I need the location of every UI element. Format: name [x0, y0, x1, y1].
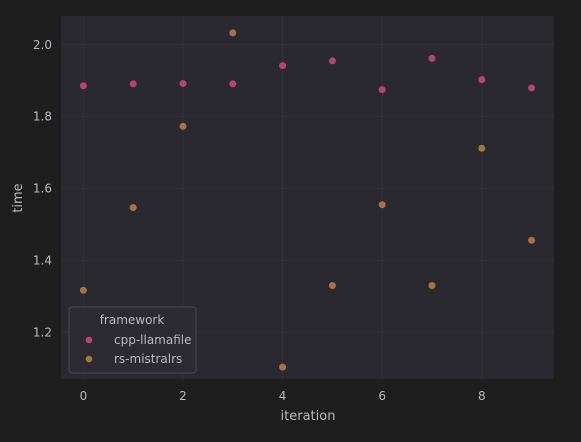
x-tick-labels: 0 2 4 6 8	[80, 389, 486, 403]
y-tick-labels: 1.2 1.4 1.6 1.8 2.0	[33, 38, 52, 340]
legend-marker-cpp-llamafile	[85, 336, 93, 344]
point-rs-mistralrs	[528, 236, 536, 244]
legend-label-rs-mistralrs: rs-mistralrs	[114, 352, 182, 366]
x-tick-label: 6	[378, 389, 386, 403]
point-cpp-llamafile	[229, 80, 237, 88]
x-tick-label: 8	[478, 389, 486, 403]
point-cpp-llamafile	[129, 80, 137, 88]
y-axis-label: time	[11, 183, 26, 212]
point-rs-mistralrs	[378, 201, 386, 209]
x-tick-label: 2	[179, 389, 187, 403]
point-rs-mistralrs	[229, 29, 237, 37]
grid-lines	[61, 16, 554, 379]
point-rs-mistralrs	[179, 122, 187, 130]
point-cpp-llamafile	[428, 54, 436, 62]
point-rs-mistralrs	[328, 282, 336, 290]
point-cpp-llamafile	[179, 80, 187, 88]
legend-box	[68, 306, 197, 374]
point-cpp-llamafile	[378, 86, 386, 94]
legend-marker-rs-mistralrs	[85, 355, 93, 363]
point-rs-mistralrs	[428, 282, 436, 290]
point-cpp-llamafile	[528, 84, 536, 92]
legend: framework cpp-llamafile rs-mistralrs	[68, 306, 197, 374]
x-axis-label: iteration	[281, 409, 336, 424]
legend-label-cpp-llamafile: cpp-llamafile	[114, 333, 192, 347]
legend-title: framework	[100, 313, 165, 327]
point-cpp-llamafile	[279, 62, 287, 70]
y-tick-label: 1.6	[33, 182, 52, 196]
point-rs-mistralrs	[478, 144, 486, 152]
point-cpp-llamafile	[79, 82, 87, 90]
x-tick-label: 0	[80, 389, 88, 403]
y-tick-label: 1.8	[33, 110, 52, 124]
point-cpp-llamafile	[328, 57, 336, 65]
y-tick-label: 2.0	[33, 38, 52, 52]
data-points	[79, 29, 536, 371]
point-rs-mistralrs	[79, 286, 87, 294]
y-tick-label: 1.2	[33, 325, 52, 339]
x-tick-label: 4	[279, 389, 287, 403]
point-rs-mistralrs	[279, 363, 287, 371]
y-tick-label: 1.4	[33, 253, 52, 267]
point-rs-mistralrs	[129, 204, 137, 212]
point-cpp-llamafile	[478, 76, 486, 84]
